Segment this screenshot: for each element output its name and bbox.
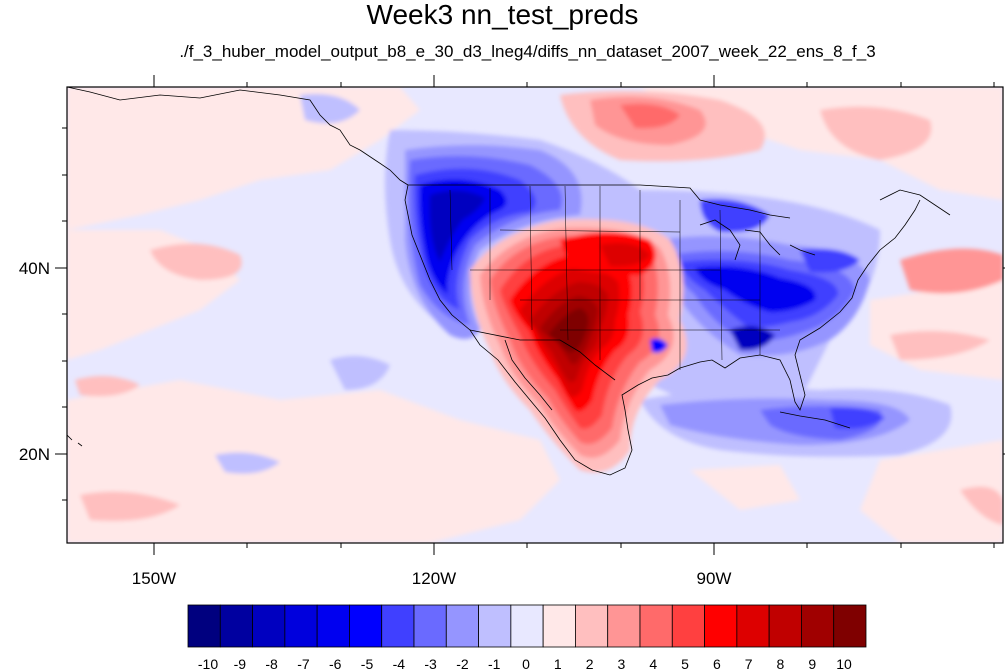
colorbar-swatch <box>316 604 350 648</box>
colorbar-swatch <box>833 604 867 648</box>
colorbar-label: 8 <box>777 656 785 672</box>
x-tick-label: 150W <box>132 569 176 588</box>
colorbar-label: 5 <box>681 656 689 672</box>
anomaly-patch <box>429 190 485 262</box>
coastline <box>404 184 921 476</box>
colorbar-label: 0 <box>522 656 530 672</box>
anomaly-patch <box>730 326 775 351</box>
coastline <box>67 87 409 186</box>
colorbar-swatch <box>381 604 415 648</box>
great-lakes <box>699 219 816 261</box>
anomaly-patch <box>67 380 560 543</box>
colorbar-label: 3 <box>618 656 626 672</box>
anomaly-patch <box>330 356 390 390</box>
colorbar-swatch <box>445 604 479 648</box>
colorbar-swatch <box>542 604 576 648</box>
anomaly-patch <box>75 376 140 397</box>
colorbar-swatch <box>478 604 512 648</box>
colorbar-label: 4 <box>649 656 657 672</box>
colorbar-label: 10 <box>836 656 852 672</box>
colorbar-label: -3 <box>424 656 437 672</box>
anomaly-patch <box>695 266 816 312</box>
x-tick-label: 90W <box>697 569 732 588</box>
anomaly-patch <box>900 248 1003 294</box>
border-us-canada <box>408 184 791 219</box>
colorbar-swatch <box>413 604 447 648</box>
anomaly-patch <box>150 243 242 280</box>
colorbar-label: -2 <box>456 656 469 672</box>
colorbar-label: 7 <box>745 656 753 672</box>
anomaly-patch <box>700 199 770 233</box>
colorbar-swatch <box>607 604 641 648</box>
colorbar-label: 6 <box>713 656 721 672</box>
cuba <box>779 411 851 429</box>
anomaly-patch <box>820 106 932 160</box>
colorbar-swatch <box>736 604 770 648</box>
colorbar-label: -10 <box>198 656 218 672</box>
colorbar-swatch <box>252 604 286 648</box>
colorbar-swatch <box>575 604 609 648</box>
chart-title: Week3 nn_test_preds <box>366 0 639 30</box>
colorbar-swatch <box>349 604 383 648</box>
colorbar-label: 1 <box>554 656 562 672</box>
anomaly-patch <box>960 486 1003 525</box>
anomaly-patch <box>650 338 668 353</box>
anomaly-field <box>67 87 1003 543</box>
anomaly-patch <box>690 465 800 510</box>
colorbar: -10 -9 -8 -7 -6 -5 -4 -3 -2 -1 0 1 2 3 4 5 6 7 8 9 10 <box>187 604 867 672</box>
colorbar-swatch <box>510 604 544 648</box>
colorbar-swatch <box>768 604 802 648</box>
hawaii <box>67 434 83 447</box>
colorbar-swatch <box>639 604 673 648</box>
colorbar-swatch <box>187 604 221 648</box>
colorbar-label: 9 <box>808 656 816 672</box>
y-tick-label: 20N <box>19 445 50 464</box>
anomaly-patch <box>860 440 1003 543</box>
anomaly-patch <box>830 407 885 429</box>
colorbar-label: -4 <box>393 656 406 672</box>
colorbar-swatch <box>284 604 318 648</box>
anomaly-patch <box>620 103 680 129</box>
colorbar-swatch <box>801 604 835 648</box>
coastline <box>504 339 553 411</box>
state-line <box>449 185 780 370</box>
coastlines <box>67 87 951 476</box>
colorbar-swatch <box>671 604 705 648</box>
colorbar-label: -8 <box>265 656 278 672</box>
chart-subtitle: ./f_3_huber_model_output_b8_e_30_d3_lneg… <box>179 42 876 61</box>
y-tick-label: 40N <box>19 259 50 278</box>
colorbar-label: 2 <box>586 656 594 672</box>
colorbar-label: -6 <box>329 656 342 672</box>
anomaly-patch <box>215 452 280 474</box>
anomaly-patch <box>600 242 650 267</box>
x-tick-label: 120W <box>412 569 456 588</box>
colorbar-label: -9 <box>234 656 247 672</box>
plot-frame <box>66 86 1004 544</box>
anomaly-patch <box>890 331 990 360</box>
anomaly-patch <box>80 491 180 521</box>
colorbar-swatch <box>219 604 253 648</box>
anomaly-patch <box>300 94 360 124</box>
greenland-coast <box>879 189 951 216</box>
colorbar-label: -7 <box>297 656 310 672</box>
colorbar-label: -5 <box>361 656 374 672</box>
map-plot-area <box>67 87 1003 543</box>
colorbar-swatch <box>704 604 738 648</box>
colorbar-label: -1 <box>488 656 501 672</box>
border-us-mexico <box>469 329 616 381</box>
